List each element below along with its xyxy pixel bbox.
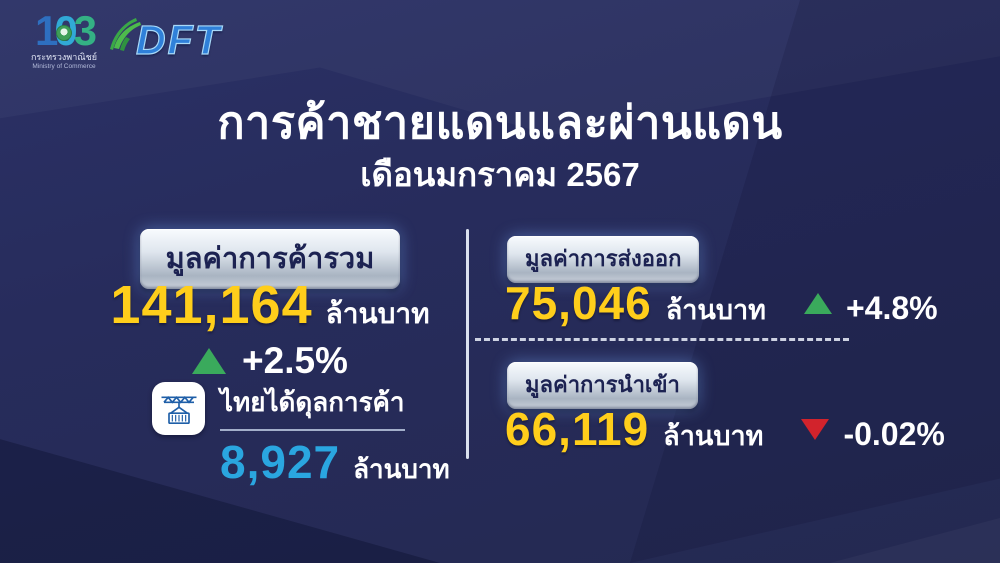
total-trade-change: +2.5% [242, 340, 348, 381]
total-trade-section: มูลค่าการค้ารวม [120, 229, 420, 289]
ministry-name-thai: กระทรวงพาณิชย์ [30, 52, 98, 62]
ministry-103-logo: 103 กระทรวงพาณิชย์ Ministry of Commerce [22, 10, 106, 71]
import-value: 66,119 [505, 403, 650, 455]
logo-digit-3: 3 [73, 7, 97, 54]
trade-balance-label: ไทยได้ดุลการค้า [220, 382, 405, 431]
dashed-divider [475, 338, 849, 341]
total-trade-value: 141,164 [110, 275, 313, 335]
logo-103-digits: 103 [22, 10, 106, 52]
ministry-seal-icon [55, 25, 72, 42]
logo-digit-0: 0 [54, 10, 77, 52]
export-badge: มูลค่าการส่งออก [507, 236, 700, 283]
crane-container-icon [152, 382, 205, 435]
total-trade-unit: ล้านบาท [325, 298, 430, 329]
trade-balance-unit: ล้านบาท [353, 454, 450, 484]
export-section: มูลค่าการส่งออก [507, 236, 700, 283]
export-value-row: 75,046 ล้านบาท +4.8% [505, 276, 938, 331]
dft-swoosh-icon [106, 16, 144, 65]
export-change: +4.8% [845, 290, 938, 326]
up-triangle-icon [192, 348, 227, 374]
dft-logo: DFT [106, 16, 222, 65]
vertical-divider [466, 229, 469, 459]
page-subtitle: เดือนมกราคม 2567 [360, 156, 640, 193]
import-change: -0.02% [843, 416, 945, 452]
trade-balance-text: ไทยได้ดุลการค้า 8,927 ล้านบาท [220, 382, 450, 490]
trade-balance-value: 8,927 [220, 436, 341, 488]
dft-logo-text: DFT [135, 16, 222, 63]
ministry-name-english: Ministry of Commerce [32, 63, 96, 71]
import-badge: มูลค่าการนำเข้า [507, 362, 698, 409]
total-trade-badge: มูลค่าการค้ารวม [139, 229, 401, 289]
import-value-row: 66,119 ล้านบาท -0.02% [505, 402, 945, 457]
total-trade-value-row: 141,164 ล้านบาท [100, 274, 440, 336]
logo-digit-1: 1 [34, 7, 58, 54]
export-unit: ล้านบาท [665, 295, 766, 325]
page-title: การค้าชายแดนและผ่านแดน [217, 97, 783, 148]
trade-balance-section: ไทยได้ดุลการค้า 8,927 ล้านบาท [152, 382, 450, 490]
total-trade-change-row: +2.5% [100, 340, 440, 382]
trade-balance-value-row: 8,927 ล้านบาท [220, 435, 450, 490]
export-value: 75,046 [505, 277, 652, 329]
down-triangle-icon [801, 419, 830, 440]
import-unit: ล้านบาท [663, 421, 764, 451]
up-triangle-icon [803, 293, 832, 314]
import-section: มูลค่าการนำเข้า [507, 362, 698, 409]
